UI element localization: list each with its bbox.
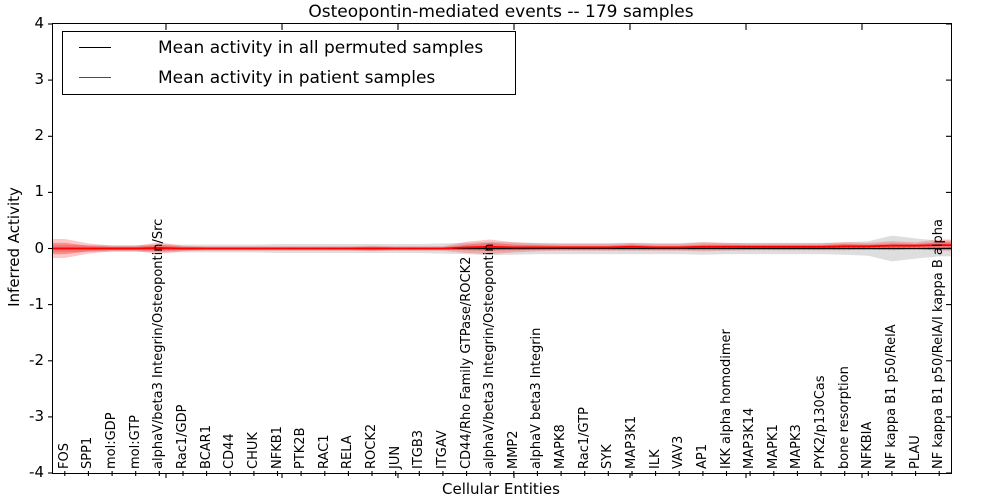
y-tick-label: -4 xyxy=(29,463,44,481)
permuted-line-swatch xyxy=(79,47,111,48)
y-tick-label: 0 xyxy=(34,238,44,257)
x-tick-label: bone resorption xyxy=(836,366,852,469)
legend-label: Mean activity in patient samples xyxy=(158,67,436,88)
x-tick-label: MAPK3 xyxy=(789,424,805,469)
x-tick-label: alphaV/beta3 Integrin/Osteopontin/Src xyxy=(151,218,167,469)
x-tick-label: Rac1/GTP xyxy=(576,407,592,469)
axis-ticks xyxy=(48,23,951,478)
x-tick-label: IKK alpha homodimer xyxy=(718,329,734,469)
x-tick-label: MAPK1 xyxy=(765,424,781,469)
legend-box: Mean activity in all permuted samples Me… xyxy=(62,31,516,95)
x-tick-label: ROCK2 xyxy=(364,423,380,469)
y-tick-label: 4 xyxy=(34,14,44,32)
x-tick-label: CHUK xyxy=(245,432,261,469)
legend-item-patient: Mean activity in patient samples xyxy=(63,63,515,92)
x-tick-label: VAV3 xyxy=(671,435,687,469)
x-tick-label: RELA xyxy=(340,435,356,469)
x-tick-label: MAP3K14 xyxy=(742,407,758,469)
x-tick-label: PYK2/p130Cas xyxy=(813,375,829,469)
x-tick-label: mol:GDP xyxy=(104,412,120,469)
x-tick-label: NFKBIA xyxy=(860,421,876,469)
x-tick-label: ITGB3 xyxy=(411,429,427,469)
x-tick-label: BCAR1 xyxy=(198,425,214,469)
y-tick-label: 3 xyxy=(34,70,44,89)
x-tick-label: NFKB1 xyxy=(269,426,285,469)
patient-mean-line xyxy=(53,244,951,250)
x-tick-label: MAP3K1 xyxy=(623,415,639,469)
chart-title: Osteopontin-mediated events -- 179 sampl… xyxy=(308,2,694,22)
x-tick-label: MMP2 xyxy=(505,430,521,469)
x-tick-label: ITGAV xyxy=(434,430,450,469)
x-tick-label: NF kappa B1 p50/RelA/I kappa B alpha xyxy=(931,219,947,469)
x-tick-label: alphaV/beta3 Integrin/Osteopontin xyxy=(482,243,498,469)
x-tick-label: alphaV beta3 Integrin xyxy=(529,327,545,469)
x-tick-label: CD44 xyxy=(222,433,238,469)
x-tick-label: AP1 xyxy=(694,443,710,469)
x-tick-label: PTK2B xyxy=(293,427,309,470)
x-tick-label: NF kappa B1 p50/RelA xyxy=(883,324,899,469)
x-tick-label: RAC1 xyxy=(316,434,332,469)
x-tick-label: MAPK8 xyxy=(553,424,569,469)
plot-area: FOS SPP1 mol:GDP mol:GTP alphaV/beta3 Integr… xyxy=(48,23,952,478)
y-tick-label: 2 xyxy=(34,126,44,145)
x-tick-label: SPP1 xyxy=(80,436,96,469)
legend-item-permuted: Mean activity in all permuted samples xyxy=(63,33,515,62)
patient-line-swatch xyxy=(79,77,111,78)
x-tick-label: SYK xyxy=(600,444,616,469)
x-tick-label: Rac1/GDP xyxy=(174,404,190,469)
legend-label: Mean activity in all permuted samples xyxy=(158,37,484,58)
y-tick-label: -1 xyxy=(29,294,44,313)
y-tick-label: 1 xyxy=(34,182,44,201)
x-axis-label: Cellular Entities xyxy=(442,480,560,498)
chart-svg xyxy=(48,23,951,478)
x-tick-label: ILK xyxy=(647,449,663,469)
x-tick-label: FOS xyxy=(56,443,72,469)
x-tick-label: PLAU xyxy=(907,435,923,469)
y-tick-label: -3 xyxy=(29,406,44,425)
x-tick-label: JUN xyxy=(387,445,403,469)
y-tick-label: -2 xyxy=(29,350,44,369)
x-tick-label: mol:GTP xyxy=(127,415,143,469)
x-tick-label: CD44/Rho Family GTPase/ROCK2 xyxy=(458,256,474,469)
